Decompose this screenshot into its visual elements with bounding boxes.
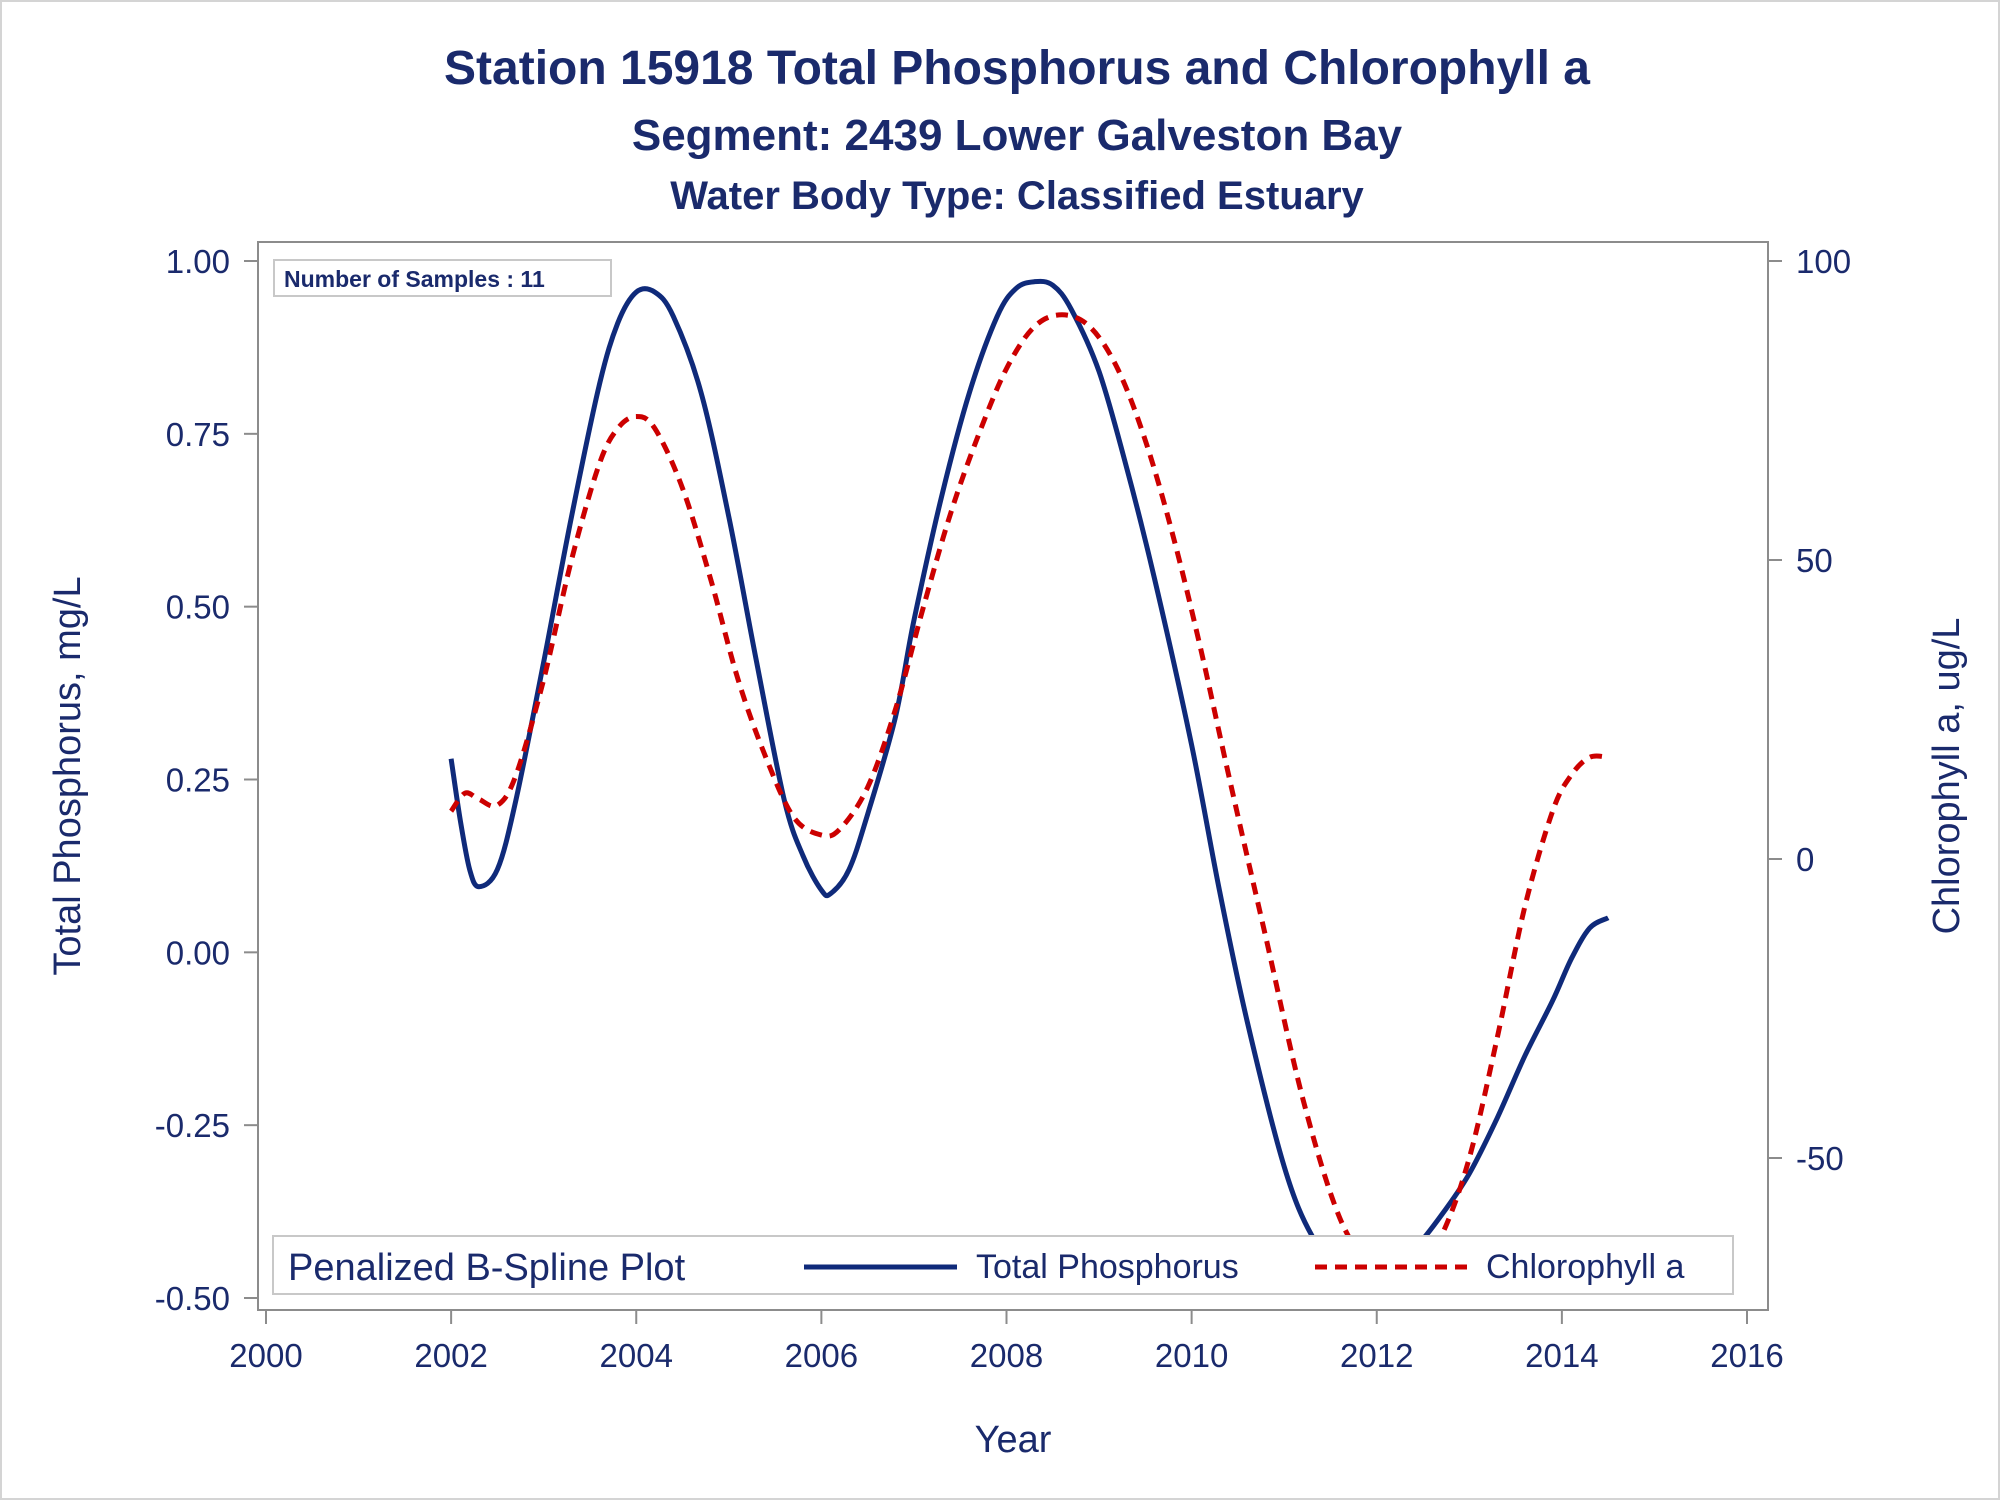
x-tick-label-2: 2004 xyxy=(600,1337,673,1374)
y-tick-label-0: 1.00 xyxy=(166,243,230,280)
x-axis-label: Year xyxy=(975,1419,1052,1461)
legend-entry-phosphorus: Total Phosphorus xyxy=(976,1248,1239,1286)
x-tick-label-6: 2012 xyxy=(1340,1337,1413,1374)
x-tick-label-1: 2002 xyxy=(414,1337,487,1374)
y2-tick-label-2: 0 xyxy=(1796,841,1814,878)
y-tick-label-6: -0.50 xyxy=(155,1280,230,1317)
x-tick-label-4: 2008 xyxy=(970,1337,1043,1374)
y2-tick-label-3: -50 xyxy=(1796,1140,1844,1177)
y2-tick-label-0: 100 xyxy=(1796,243,1851,280)
y-tick-label-3: 0.25 xyxy=(166,762,230,799)
y2-axis-label: Chlorophyll a, ug/L xyxy=(1926,618,1968,935)
plot-area xyxy=(257,241,1769,1311)
legend-box xyxy=(272,1235,1734,1295)
y-axis-label: Total Phosphorus, mg/L xyxy=(47,576,89,975)
legend-title: Penalized B-Spline Plot xyxy=(288,1247,686,1289)
chart-subtitle: Segment: 2439 Lower Galveston Bay xyxy=(632,111,1403,160)
legend: Penalized B-Spline Plot Total Phosphorus… xyxy=(272,1235,1734,1295)
series-line-phosphorus xyxy=(448,278,1610,1274)
y-axis-left: 1.00 0.75 0.50 0.25 0.00 -0.25 -0.50 xyxy=(155,243,258,1317)
chart-title: Station 15918 Total Phosphorus and Chlor… xyxy=(444,42,1590,95)
x-tick-label-5: 2010 xyxy=(1155,1337,1228,1374)
sample-count-text: Number of Samples : 11 xyxy=(284,266,545,292)
x-tick-label-7: 2014 xyxy=(1525,1337,1598,1374)
sample-count-box: Number of Samples : 11 xyxy=(273,259,612,297)
y2-tick-label-1: 50 xyxy=(1796,542,1833,579)
y-tick-label-2: 0.50 xyxy=(166,589,230,626)
legend-entry-chlorophyll: Chlorophyll a xyxy=(1486,1248,1685,1286)
series-layer xyxy=(448,278,1610,1293)
y-tick-label-4: 0.00 xyxy=(166,934,230,971)
series-line-chlorophyll xyxy=(449,312,1609,1293)
x-tick-label-0: 2000 xyxy=(229,1337,302,1374)
x-axis: 2000 2002 2004 2006 2008 2010 2012 2014 2016 xyxy=(229,1310,1784,1374)
y-tick-label-1: 0.75 xyxy=(166,416,230,453)
x-tick-label-3: 2006 xyxy=(785,1337,858,1374)
x-tick-label-8: 2016 xyxy=(1710,1337,1783,1374)
y-tick-label-5: -0.25 xyxy=(155,1107,230,1144)
chart-subtitle-2: Water Body Type: Classified Estuary xyxy=(670,174,1364,218)
y-axis-right: 100 50 0 -50 xyxy=(1768,243,1851,1177)
